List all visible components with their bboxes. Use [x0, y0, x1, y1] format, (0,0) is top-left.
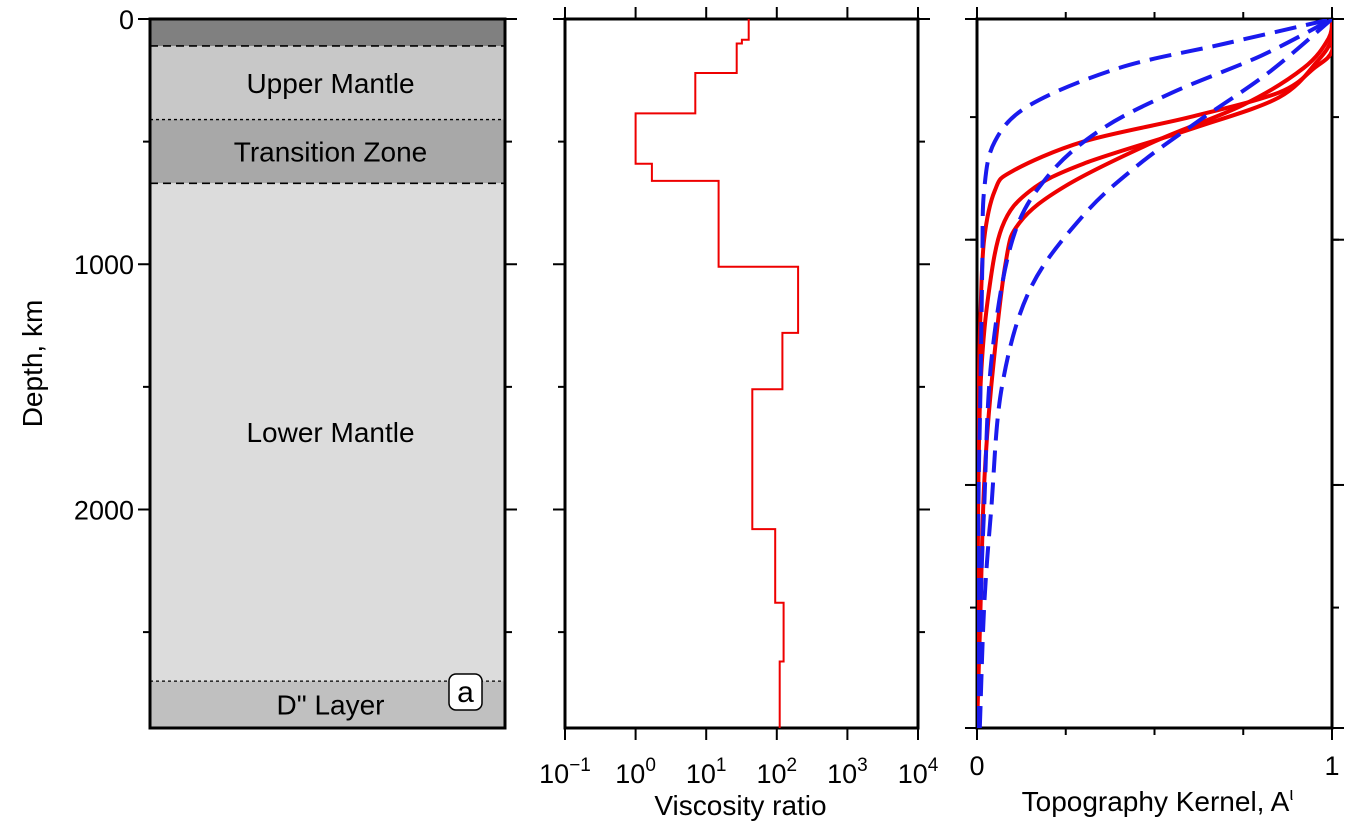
x-tick-exponent: 4: [928, 755, 939, 776]
y-tick-label: 2000: [74, 495, 134, 525]
layer-label-2: Transition Zone: [234, 136, 428, 167]
x-tick-label: 103: [827, 755, 868, 789]
x-axis-title-main: Topography Kernel, A: [1022, 786, 1290, 817]
kernel-curves: [977, 19, 1332, 728]
layer-band-1: [150, 45, 505, 120]
layer-label-1: Upper Mantle: [246, 68, 414, 99]
panel-layers: Upper Mantle Transition Zone Lower Mantle D…: [17, 5, 517, 730]
panel-label-badge: [448, 673, 483, 711]
x-tick-label: 101: [686, 755, 727, 789]
y-tick-label: 1000: [74, 250, 134, 280]
panel-label: a: [457, 676, 474, 709]
layer-label-3: Lower Mantle: [246, 417, 414, 448]
panel-kernel: 0 1 Topography Kernel, Aι: [965, 7, 1344, 817]
kernel-dashed-line-3: [977, 19, 1332, 728]
panel-b-frame: [563, 17, 920, 730]
kernel-dashed-line-5: [977, 19, 1332, 728]
x-axis-title-superscript: ι: [1289, 784, 1293, 804]
layer-band-0: [150, 19, 505, 46]
x-tick-label: 10−1: [539, 755, 591, 789]
x-tick-exponent: −1: [569, 755, 591, 776]
viscosity-profile-line: [634, 19, 800, 728]
x-axis-title-kernel: Topography Kernel, Aι: [1022, 784, 1294, 817]
y-tick-label: 0: [119, 5, 134, 35]
x-tick-label: 0: [969, 751, 984, 781]
x-tick-label: 100: [615, 755, 656, 789]
kernel-solid-line-0: [977, 19, 1332, 728]
x-tick-base: 10: [539, 759, 569, 789]
kernel-dashed-line-4: [977, 19, 1332, 728]
layer-band-4: [150, 681, 505, 728]
panel-a-frame: [148, 17, 507, 730]
x-tick-base: 10: [756, 759, 786, 789]
x-tick-label: 104: [898, 755, 939, 789]
x-axis-title: Viscosity ratio: [654, 790, 826, 821]
x-tick-base: 10: [898, 759, 928, 789]
x-tick-label: 102: [756, 755, 797, 789]
layer-label-4: D" Layer: [277, 690, 385, 721]
x-tick-exponent: 3: [857, 755, 868, 776]
layer-band-2: [150, 119, 505, 184]
x-tick-exponent: 0: [645, 755, 656, 776]
layer-band-3: [150, 183, 505, 682]
x-tick-label: 1: [1324, 751, 1339, 781]
x-tick-base: 10: [686, 759, 716, 789]
x-tick-base: 10: [615, 759, 645, 789]
x-tick-exponent: 2: [787, 755, 798, 776]
y-axis-title: Depth, km: [17, 300, 48, 428]
x-tick-exponent: 1: [716, 755, 727, 776]
x-tick-base: 10: [827, 759, 857, 789]
